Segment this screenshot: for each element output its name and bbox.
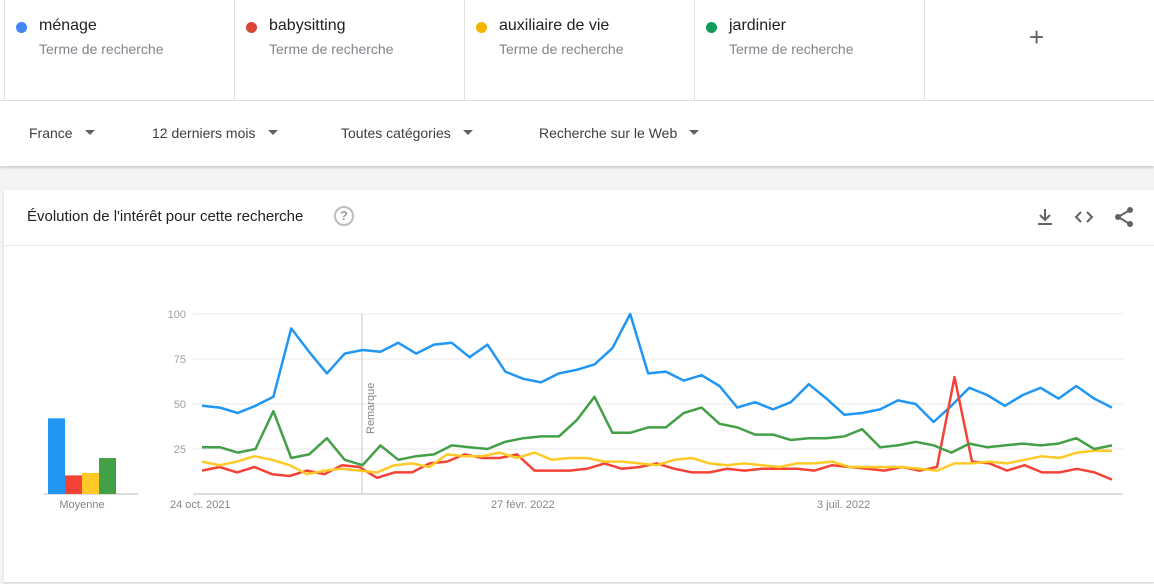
interest-chart: 25 50 75 100 24 oct. 2021 27 févr. 2022 3 juil… [44,309,1123,511]
x-tick-label: 24 oct. 2021 [170,499,231,511]
search-type-label: Recherche sur le Web [539,125,678,141]
term-name: auxiliaire de vie [499,17,610,34]
y-tick-label: 100 [168,309,186,321]
series-line-2 [201,375,1113,481]
interest-over-time-card: Évolution de l'intérêt pour cette recher… [4,190,1154,582]
region-label: France [29,125,73,141]
search-term-3[interactable]: auxiliaire de vie Terme de recherche [464,0,694,100]
embed-icon[interactable] [1072,205,1096,229]
help-icon[interactable]: ? [334,206,354,226]
term-color-dot [246,22,257,33]
y-tick-label: 25 [174,444,186,456]
term-type: Terme de recherche [269,41,394,57]
period-label: 12 derniers mois [152,125,256,141]
term-type: Terme de recherche [499,41,624,57]
search-type-dropdown[interactable]: Recherche sur le Web [539,125,700,141]
chevron-down-icon [689,129,700,135]
search-term-1[interactable]: ménage Terme de recherche [4,0,234,100]
averages-label: Moyenne [59,499,104,511]
average-bar-4 [99,458,116,494]
term-name: jardinier [729,17,786,34]
chevron-down-icon [462,129,473,135]
term-name: babysitting [269,17,346,34]
series-line-4 [202,395,1113,467]
term-type: Terme de recherche [39,41,164,57]
term-name: ménage [39,17,97,34]
y-tick-label: 50 [174,399,186,411]
card-title: Évolution de l'intérêt pour cette recher… [27,208,304,225]
filters-bar: France 12 derniers mois Toutes catégorie… [0,100,1154,166]
average-bar-1 [48,418,65,494]
search-term-2[interactable]: babysitting Terme de recherche [234,0,464,100]
term-type: Terme de recherche [729,41,854,57]
chevron-down-icon [84,129,95,135]
x-tick-label: 3 juil. 2022 [817,499,870,511]
period-dropdown[interactable]: 12 derniers mois [152,125,278,141]
y-tick-label: 75 [174,354,186,366]
chevron-down-icon [267,129,278,135]
term-color-dot [476,22,487,33]
series-line-3 [201,449,1112,476]
series-line-1 [201,312,1113,424]
plus-icon: + [1029,22,1045,52]
download-icon[interactable] [1033,205,1057,229]
region-dropdown[interactable]: France [29,125,95,141]
category-label: Toutes catégories [341,125,451,141]
term-color-dot [706,22,717,33]
term-color-dot [16,22,27,33]
annotation-label: Remarque [365,383,377,434]
search-term-4[interactable]: jardinier Terme de recherche [694,0,924,100]
x-tick-label: 27 févr. 2022 [491,499,555,511]
average-bar-3 [82,472,99,494]
add-term-button[interactable]: + [924,0,1154,100]
card-header: Évolution de l'intérêt pour cette recher… [4,190,1154,246]
category-dropdown[interactable]: Toutes catégories [341,125,473,141]
search-terms-bar: ménage Terme de recherche babysitting Terme… [0,0,1154,100]
average-bar-2 [65,475,82,494]
share-icon[interactable] [1112,205,1136,229]
